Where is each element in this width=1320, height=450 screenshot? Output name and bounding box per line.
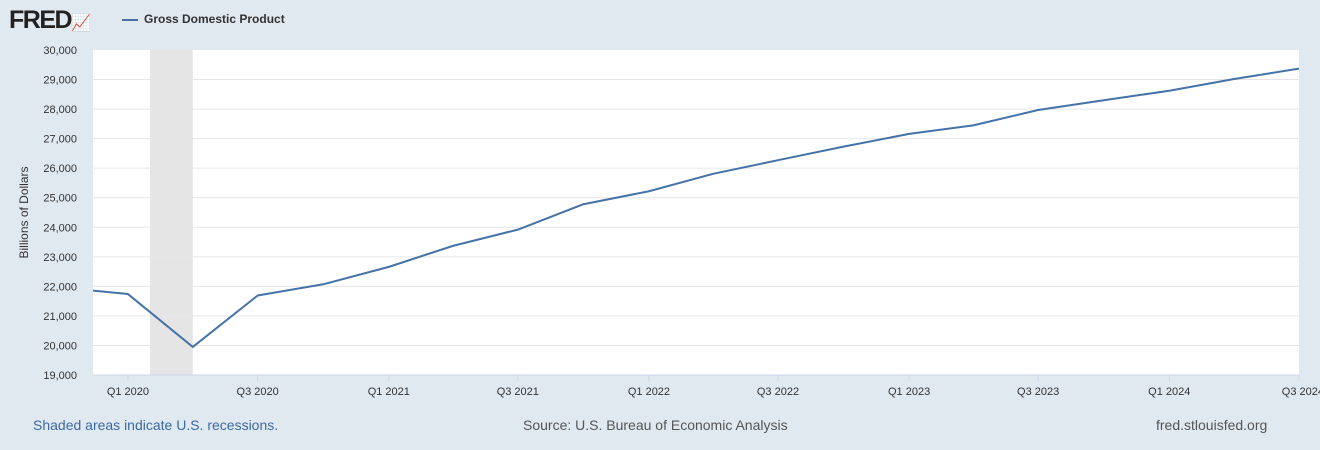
chart-icon: 📈 bbox=[71, 15, 91, 32]
x-tick-label: Q1 2023 bbox=[888, 386, 930, 398]
y-tick-label: 21,000 bbox=[43, 311, 77, 323]
legend-swatch bbox=[122, 19, 138, 21]
x-tick-label: Q3 2020 bbox=[237, 386, 279, 398]
x-tick-label: Q1 2020 bbox=[107, 386, 149, 398]
x-tick-label: Q1 2024 bbox=[1148, 386, 1190, 398]
x-tick-label: Q3 2022 bbox=[757, 386, 799, 398]
y-tick-label: 25,000 bbox=[43, 193, 77, 205]
y-tick-label: 22,000 bbox=[43, 281, 77, 293]
x-tick-label: Q3 2021 bbox=[497, 386, 539, 398]
y-tick-label: 20,000 bbox=[43, 340, 77, 352]
site-link[interactable]: fred.stlouisfed.org bbox=[1156, 417, 1268, 433]
x-tick-label: Q1 2021 bbox=[368, 386, 410, 398]
y-tick-label: 24,000 bbox=[43, 222, 77, 234]
y-tick-label: 23,000 bbox=[43, 252, 77, 264]
y-tick-label: 27,000 bbox=[43, 134, 77, 146]
fred-logo: FRED📈 bbox=[9, 6, 91, 34]
y-tick-label: 29,000 bbox=[43, 75, 77, 87]
series-line-gdp bbox=[93, 67, 1299, 348]
source-text: Source: U.S. Bureau of Economic Analysis bbox=[523, 417, 788, 433]
x-tick-label: Q1 2022 bbox=[628, 386, 670, 398]
plot-area bbox=[93, 50, 1299, 375]
y-tick-label: 19,000 bbox=[43, 370, 77, 382]
y-axis-title: Billions of Dollars bbox=[17, 166, 31, 258]
y-tick-label: 26,000 bbox=[43, 163, 77, 175]
recession-shade bbox=[150, 50, 193, 375]
x-tick-label: Q3 2023 bbox=[1017, 386, 1059, 398]
y-tick-label: 28,000 bbox=[43, 104, 77, 116]
legend-label: Gross Domestic Product bbox=[144, 12, 285, 26]
y-tick-label: 30,000 bbox=[43, 45, 77, 57]
recession-note-link[interactable]: Shaded areas indicate U.S. recessions. bbox=[33, 417, 279, 433]
x-tick-label: Q3 2024 bbox=[1282, 386, 1320, 398]
